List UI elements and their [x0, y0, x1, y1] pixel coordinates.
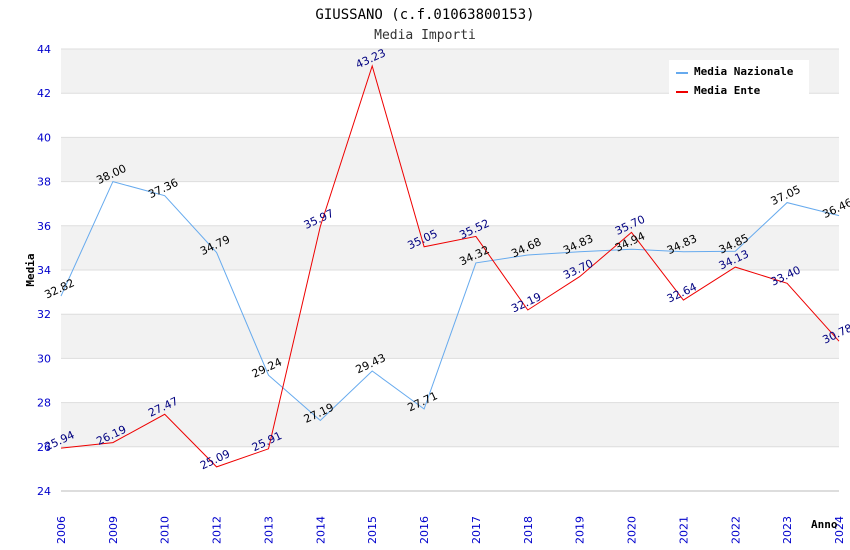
y-tick-label: 36 — [37, 220, 51, 233]
chart-title: GIUSSANO (c.f.01063800153) — [315, 7, 534, 23]
chart-subtitle: Media Importi — [374, 28, 476, 43]
grid-band — [61, 181, 839, 226]
x-tick-label: 2016 — [418, 516, 431, 544]
legend-label-media-nazionale: Media Nazionale — [694, 65, 794, 78]
x-tick-label: 2013 — [262, 516, 275, 544]
y-tick-label: 24 — [37, 485, 51, 498]
x-tick-label: 2009 — [107, 516, 120, 544]
legend-label-media-ente: Media Ente — [694, 84, 761, 97]
grid-band — [61, 93, 839, 138]
y-tick-label: 30 — [37, 352, 51, 365]
y-tick-label: 32 — [37, 308, 51, 321]
x-axis-ticks: 2006 2009 2010 2012 2013 2014 2015 2016 2017 2018… — [55, 516, 846, 544]
legend: Media Nazionale Media Ente — [669, 60, 809, 98]
grid-band — [61, 137, 839, 182]
x-tick-label: 2015 — [366, 516, 379, 544]
x-tick-label: 2014 — [314, 516, 327, 544]
x-tick-label: 2012 — [211, 516, 224, 544]
grid-band — [61, 446, 839, 491]
y-tick-label: 38 — [37, 176, 51, 189]
x-tick-label: 2019 — [574, 516, 587, 544]
x-tick-label: 2020 — [626, 516, 639, 544]
x-tick-label: 2006 — [55, 516, 68, 544]
series-line-media-ente — [60, 64, 840, 468]
x-tick-label: 2023 — [781, 516, 794, 544]
x-tick-label: 2024 — [833, 516, 846, 544]
y-tick-label: 28 — [37, 397, 51, 410]
x-tick-label: 2017 — [470, 516, 483, 544]
x-tick-label: 2021 — [677, 516, 690, 544]
grid-bands — [61, 48, 839, 492]
y-tick-label: 40 — [37, 131, 51, 144]
y-tick-label: 34 — [37, 264, 51, 277]
grid-band — [61, 270, 839, 315]
x-axis-title: Anno — [811, 518, 838, 531]
y-tick-label: 42 — [37, 87, 51, 100]
y-tick-label: 26 — [37, 441, 51, 454]
grid-band — [61, 402, 839, 447]
y-axis-ticks: 24 26 28 30 32 34 36 38 40 42 44 — [37, 43, 51, 498]
legend-box — [669, 60, 809, 98]
x-tick-label: 2022 — [729, 516, 742, 544]
series-line-media-nazionale — [60, 181, 840, 422]
series-lines — [60, 64, 840, 468]
x-tick-label: 2010 — [159, 516, 172, 544]
grid-band — [61, 225, 839, 270]
y-axis-title: Media — [24, 253, 37, 286]
y-tick-label: 44 — [37, 43, 51, 56]
grid-band — [61, 358, 839, 403]
x-tick-label: 2018 — [522, 516, 535, 544]
